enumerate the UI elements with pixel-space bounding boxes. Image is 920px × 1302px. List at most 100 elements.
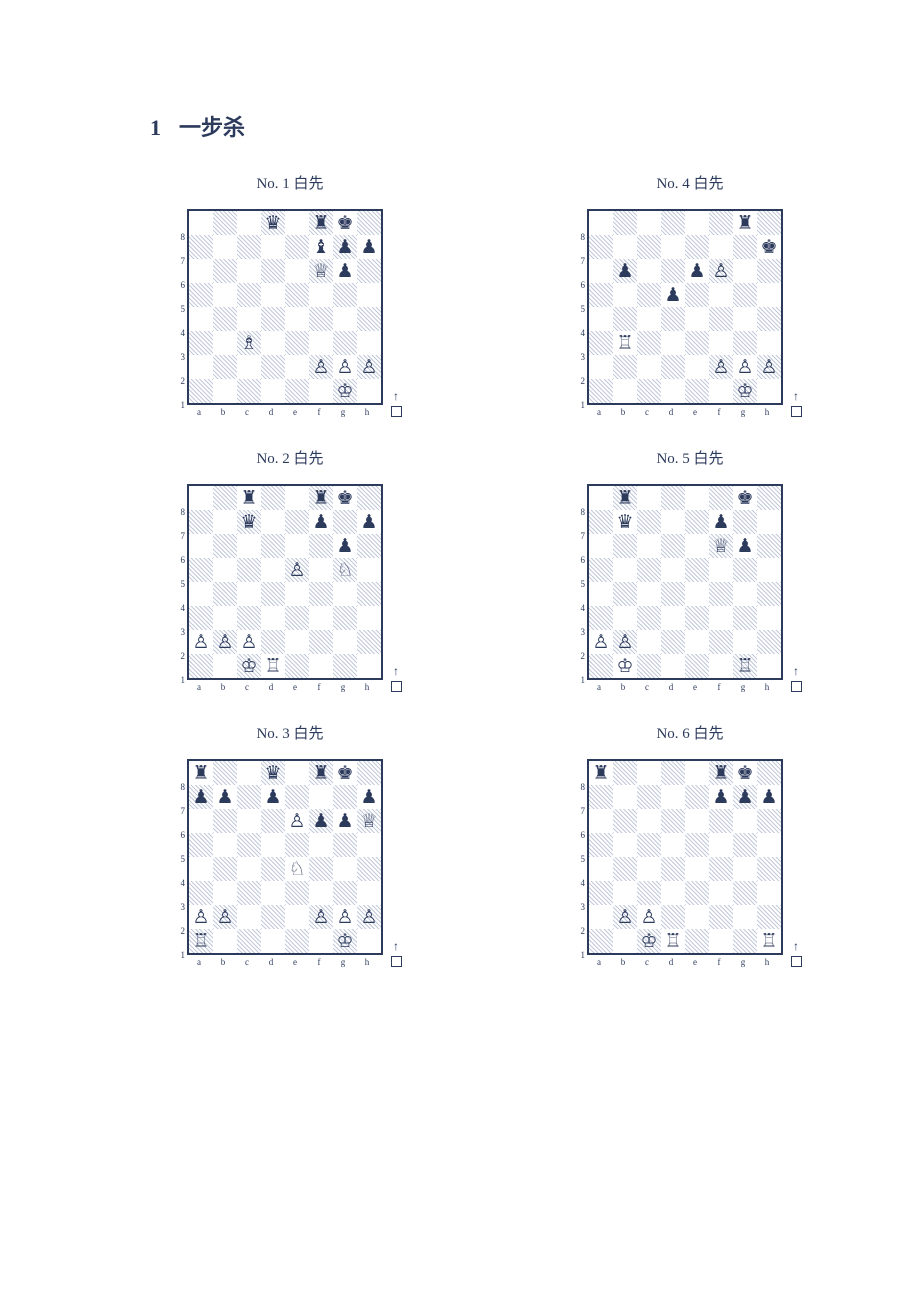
file-label: h	[355, 957, 379, 967]
rank-label: 1	[175, 668, 185, 692]
square	[685, 785, 709, 809]
square	[357, 881, 381, 905]
square: ♙	[613, 630, 637, 654]
square	[357, 929, 381, 953]
square	[589, 582, 613, 606]
square: ♛	[613, 510, 637, 534]
square	[357, 486, 381, 510]
square	[333, 654, 357, 678]
square	[237, 606, 261, 630]
file-label: b	[611, 957, 635, 967]
square	[309, 534, 333, 558]
square	[189, 534, 213, 558]
rank-label: 8	[575, 225, 585, 249]
square: ♛	[261, 211, 285, 235]
rank-label: 6	[575, 823, 585, 847]
square	[189, 259, 213, 283]
rank-label: 5	[575, 572, 585, 596]
square	[589, 558, 613, 582]
square	[285, 534, 309, 558]
square: ♟	[357, 235, 381, 259]
square	[189, 582, 213, 606]
square	[661, 331, 685, 355]
square	[685, 929, 709, 953]
square: ♙	[709, 355, 733, 379]
file-label: e	[683, 682, 707, 692]
square: ♙	[333, 905, 357, 929]
square	[285, 606, 309, 630]
square	[637, 809, 661, 833]
square	[213, 510, 237, 534]
square	[709, 582, 733, 606]
puzzle-title: No. 5 白先	[656, 447, 723, 468]
square: ♙	[213, 905, 237, 929]
square: ♚	[333, 761, 357, 785]
square: ♙	[757, 355, 781, 379]
square	[357, 211, 381, 235]
square	[261, 881, 285, 905]
square	[757, 283, 781, 307]
square: ♔	[733, 379, 757, 403]
arrow-up-icon: ↑	[393, 389, 399, 404]
square	[709, 630, 733, 654]
square	[261, 307, 285, 331]
square	[261, 259, 285, 283]
square	[733, 857, 757, 881]
square	[589, 331, 613, 355]
square	[589, 857, 613, 881]
square: ♕	[357, 809, 381, 833]
file-label: e	[283, 682, 307, 692]
square: ♚	[733, 761, 757, 785]
square	[661, 857, 685, 881]
square	[285, 355, 309, 379]
square	[757, 307, 781, 331]
square	[685, 857, 709, 881]
square	[685, 486, 709, 510]
rank-label: 3	[575, 345, 585, 369]
rank-label: 7	[175, 799, 185, 823]
square	[261, 833, 285, 857]
square	[333, 582, 357, 606]
square	[357, 630, 381, 654]
rank-label: 4	[575, 321, 585, 345]
square	[333, 331, 357, 355]
turn-box-icon	[391, 956, 402, 967]
square	[333, 630, 357, 654]
square	[309, 283, 333, 307]
square	[637, 510, 661, 534]
square: ♟	[309, 510, 333, 534]
square	[613, 307, 637, 331]
square	[309, 654, 333, 678]
square	[685, 510, 709, 534]
square	[213, 307, 237, 331]
square	[757, 654, 781, 678]
file-labels: abcdefgh	[187, 957, 383, 967]
square	[613, 606, 637, 630]
square	[189, 809, 213, 833]
square: ♟	[613, 259, 637, 283]
square	[189, 654, 213, 678]
square	[709, 379, 733, 403]
square	[589, 809, 613, 833]
rank-label: 2	[175, 369, 185, 393]
rank-label: 4	[175, 321, 185, 345]
square	[237, 259, 261, 283]
square	[613, 283, 637, 307]
square	[213, 283, 237, 307]
chessboard: ♛♜♚♝♟♟♕♟♗♙♙♙♔	[187, 209, 383, 405]
square	[237, 283, 261, 307]
rank-label: 2	[175, 644, 185, 668]
square	[589, 654, 613, 678]
square	[333, 307, 357, 331]
chessboard: ♜♚♛♟♕♟♙♙♔♖	[587, 484, 783, 680]
square	[237, 809, 261, 833]
square	[285, 630, 309, 654]
rank-label: 1	[175, 393, 185, 417]
square	[213, 654, 237, 678]
square	[213, 486, 237, 510]
square: ♙	[213, 630, 237, 654]
square: ♟	[685, 259, 709, 283]
square	[589, 259, 613, 283]
square	[189, 510, 213, 534]
square	[237, 534, 261, 558]
